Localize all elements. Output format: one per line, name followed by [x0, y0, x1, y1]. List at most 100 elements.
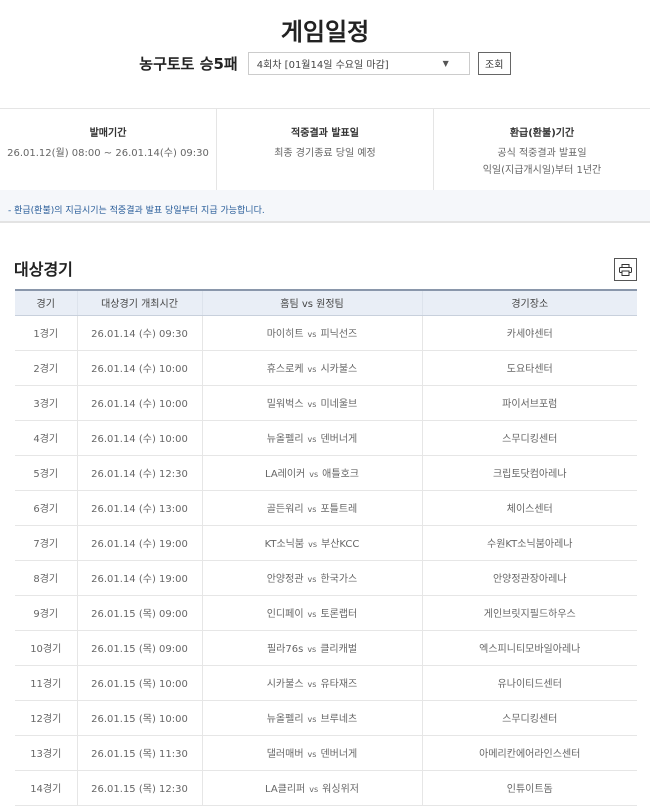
result-date-value: 최종 경기종료 당일 예정 [274, 148, 376, 159]
match-number: 14경기 [15, 770, 78, 806]
match-time: 26.01.14 (수) 12:30 [77, 455, 203, 491]
match-number: 3경기 [15, 385, 78, 421]
result-date-heading: 적중결과 발표일 [291, 128, 359, 139]
match-number: 6경기 [15, 490, 78, 526]
home-team: 골든워리 [266, 504, 304, 515]
column-header: 홈팀 vs 원정팀 [202, 289, 423, 316]
match-number: 8경기 [15, 560, 78, 596]
vs-label: vs [307, 330, 317, 339]
match-number: 2경기 [15, 350, 78, 386]
match-time: 26.01.15 (목) 12:30 [77, 770, 203, 806]
home-team: 밀워벅스 [266, 399, 304, 410]
match-venue: 아메리칸에어라인스센터 [422, 735, 637, 771]
match-time: 26.01.15 (목) 09:00 [77, 595, 203, 631]
match-time: 26.01.15 (목) 11:30 [77, 735, 203, 771]
vs-label: vs [309, 785, 319, 794]
match-venue: 스무디킹센터 [422, 420, 637, 456]
away-team: 브루네츠 [320, 714, 358, 725]
match-time: 26.01.14 (수) 09:30 [77, 315, 203, 351]
section-title: 대상경기 [14, 260, 73, 279]
home-team: LA레이커 [265, 469, 306, 480]
match-teams: LA레이커 vs 애틀호크 [202, 455, 423, 491]
column-header: 경기장소 [422, 289, 637, 316]
match-time: 26.01.14 (수) 10:00 [77, 350, 203, 386]
match-teams: 시카불스 vs 유타재즈 [202, 665, 423, 701]
match-number: 5경기 [15, 455, 78, 491]
table-row: 11경기 26.01.15 (목) 10:00 시카불스 vs 유타재즈 유나이티드… [15, 665, 637, 701]
match-time: 26.01.14 (수) 13:00 [77, 490, 203, 526]
result-date: 적중결과 발표일 최종 경기종료 당일 예정 [217, 109, 434, 190]
match-number: 10경기 [15, 630, 78, 666]
round-selector-row: 농구토토 승5패 4회차 [01월14일 수요일 마감] ▼ 조회 [0, 52, 650, 75]
match-time: 26.01.14 (수) 19:00 [77, 525, 203, 561]
away-team: 포틀트레 [320, 504, 358, 515]
table-row: 1경기 26.01.14 (수) 09:30 마이히트 vs 피닉선즈 카세야센터 [15, 315, 637, 351]
column-header: 대상경기 개최시간 [77, 289, 203, 316]
vs-label: vs [309, 470, 319, 479]
round-select-value: 4회차 [01월14일 수요일 마감] [256, 60, 389, 71]
table-row: 9경기 26.01.15 (목) 09:00 인디페이 vs 토론랩터 게인브릿지필… [15, 595, 637, 631]
match-venue: 수원KT소닉붐아레나 [422, 525, 637, 561]
away-team: 애틀호크 [322, 469, 359, 480]
match-teams: 마이히트 vs 피닉선즈 [202, 315, 423, 351]
home-team: 뉴올펠리 [266, 714, 304, 725]
match-time: 26.01.15 (목) 09:00 [77, 630, 203, 666]
match-teams: 골든워리 vs 포틀트레 [202, 490, 423, 526]
match-number: 13경기 [15, 735, 78, 771]
round-select[interactable]: 4회차 [01월14일 수요일 마감] ▼ [247, 52, 470, 75]
match-number: 9경기 [15, 595, 78, 631]
match-teams: 휴스로케 vs 시카불스 [202, 350, 423, 386]
match-teams: 뉴올펠리 vs 덴버너게 [202, 420, 423, 456]
vs-label: vs [307, 715, 317, 724]
match-time: 26.01.15 (목) 10:00 [77, 700, 203, 736]
match-time: 26.01.15 (목) 10:00 [77, 665, 203, 701]
match-time: 26.01.14 (수) 10:00 [77, 420, 203, 456]
table-row: 10경기 26.01.15 (목) 09:00 필라76s vs 클리캐벌 엑스피니… [15, 630, 637, 666]
match-venue: 엑스피니티모바일아레나 [422, 630, 637, 666]
away-team: 시카불스 [320, 364, 358, 375]
column-header: 경기 [15, 289, 78, 316]
table-row: 6경기 26.01.14 (수) 13:00 골든워리 vs 포틀트레 체이스센터 [15, 490, 637, 526]
away-team: 덴버너게 [320, 434, 358, 445]
page-title: 게임일정 [280, 18, 370, 46]
away-team: 부산KCC [321, 539, 360, 550]
dropdown-caret-icon: ▼ [442, 59, 449, 68]
match-venue: 게인브릿지필드하우스 [422, 595, 637, 631]
table-row: 8경기 26.01.14 (수) 19:00 안양정관 vs 한국가스 안양정관장아… [15, 560, 637, 596]
refund-period: 환급(환불)기간 공식 적중결과 발표일 익일(지급개시일)부터 1년간 [434, 109, 650, 190]
home-team: 뉴올펠리 [266, 434, 304, 445]
refund-notice: - 환급(환불)의 지급시기는 적중결과 발표 당일부터 지급 가능합니다. [0, 190, 650, 223]
match-venue: 유나이티드센터 [422, 665, 637, 701]
match-teams: 필라76s vs 클리캐벌 [202, 630, 423, 666]
home-team: 안양정관 [266, 574, 304, 585]
match-venue: 체이스센터 [422, 490, 637, 526]
away-team: 한국가스 [320, 574, 358, 585]
search-button[interactable]: 조회 [477, 52, 511, 75]
vs-label: vs [307, 610, 317, 619]
away-team: 덴버너게 [320, 749, 358, 760]
match-number: 11경기 [15, 665, 78, 701]
match-teams: 인디페이 vs 토론랩터 [202, 595, 423, 631]
match-venue: 카세야센터 [422, 315, 637, 351]
match-number: 12경기 [15, 700, 78, 736]
vs-label: vs [307, 435, 317, 444]
printer-icon [619, 263, 632, 276]
home-team: KT소닉붐 [264, 539, 305, 550]
match-teams: 밀워벅스 vs 미네울브 [202, 385, 423, 421]
vs-label: vs [307, 750, 317, 759]
table-row: 13경기 26.01.15 (목) 11:30 댈러매버 vs 덴버너게 아메리칸에… [15, 735, 637, 771]
table-row: 3경기 26.01.14 (수) 10:00 밀워벅스 vs 미네울브 파이서브포럼 [15, 385, 637, 421]
sale-period-heading: 발매기간 [89, 128, 127, 139]
home-team: LA클리퍼 [265, 784, 306, 795]
table-row: 4경기 26.01.14 (수) 10:00 뉴올펠리 vs 덴버너게 스무디킹센터 [15, 420, 637, 456]
away-team: 미네울브 [320, 399, 358, 410]
refund-period-line1: 공식 적중결과 발표일 [497, 148, 587, 159]
match-venue: 인튜이트돔 [422, 770, 637, 806]
print-button[interactable] [614, 258, 637, 281]
away-team: 유타재즈 [320, 679, 358, 690]
match-time: 26.01.14 (수) 19:00 [77, 560, 203, 596]
sale-period: 발매기간 26.01.12(월) 08:00 ~ 26.01.14(수) 09:… [0, 109, 217, 190]
home-team: 댈러매버 [266, 749, 304, 760]
vs-label: vs [307, 505, 317, 514]
home-team: 마이히트 [266, 329, 304, 340]
